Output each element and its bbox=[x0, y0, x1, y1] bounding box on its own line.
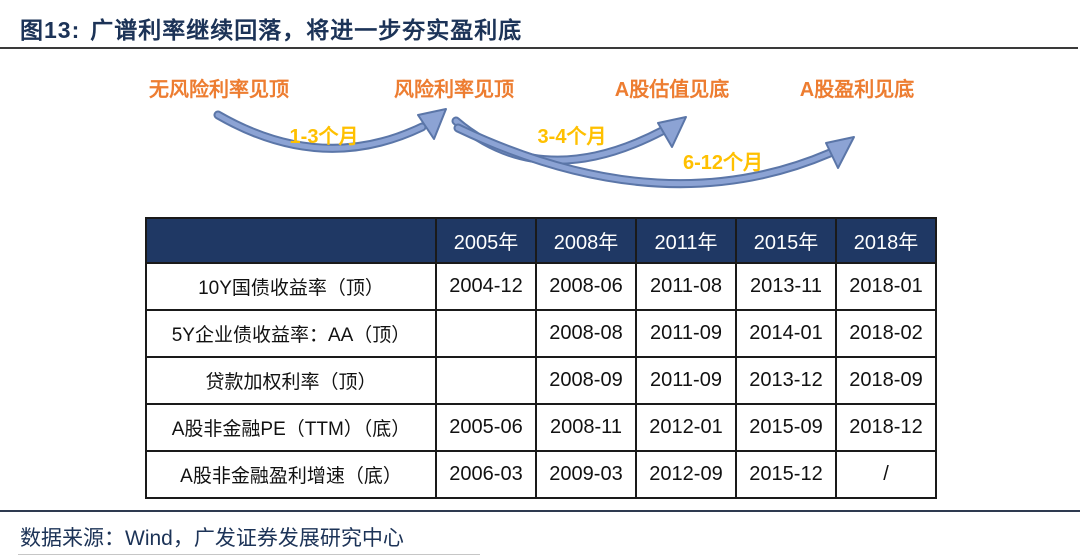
row-label: 10Y国债收益率（顶） bbox=[145, 262, 437, 311]
table-row: A股非金融PE（TTM）（底） 2005-06 2008-11 2012-01 … bbox=[145, 403, 937, 452]
footer-divider bbox=[0, 510, 1080, 512]
table-row: A股非金融盈利增速（底） 2006-03 2009-03 2012-09 201… bbox=[145, 450, 937, 499]
figure-title: 图13: 广谱利率继续回落，将进一步夯实盈利底 bbox=[20, 11, 522, 45]
column-header: 2011年 bbox=[635, 217, 737, 264]
stage-label-risk-rate-peak: 风险利率见顶 bbox=[394, 79, 514, 101]
table-cell: 2014-01 bbox=[735, 309, 837, 358]
table-cell: 2008-09 bbox=[535, 356, 637, 405]
stage-label-riskfree-rate-peak: 无风险利率见顶 bbox=[149, 79, 289, 101]
table-cell: 2018-02 bbox=[835, 309, 937, 358]
table-cell: 2011-08 bbox=[635, 262, 737, 311]
data-table: 2005年 2008年 2011年 2015年 2018年 10Y国债收益率（顶… bbox=[145, 217, 937, 499]
row-label: 贷款加权利率（顶） bbox=[145, 356, 437, 405]
column-header: 2018年 bbox=[835, 217, 937, 264]
row-label: A股非金融PE（TTM）（底） bbox=[145, 403, 437, 452]
table-cell: 2008-11 bbox=[535, 403, 637, 452]
figure-number: 图13: bbox=[20, 17, 81, 43]
table-cell: 2006-03 bbox=[435, 450, 537, 499]
table-cell: 2011-09 bbox=[635, 309, 737, 358]
table-cell: 2018-01 bbox=[835, 262, 937, 311]
curved-arrow-3 bbox=[453, 123, 855, 189]
table-cell bbox=[435, 356, 537, 405]
figure-title-text: 广谱利率继续回落，将进一步夯实盈利底 bbox=[90, 17, 523, 43]
flow-arrows bbox=[213, 108, 855, 189]
table-cell: / bbox=[835, 450, 937, 499]
table-cell: 2015-09 bbox=[735, 403, 837, 452]
table-corner-cell bbox=[145, 217, 437, 264]
curved-arrow-1 bbox=[213, 108, 447, 153]
footer-faint-underline bbox=[18, 554, 480, 555]
duration-label-6-12-months: 6-12个月 bbox=[682, 152, 764, 174]
table-cell: 2004-12 bbox=[435, 262, 537, 311]
duration-label-3-4-months: 3-4个月 bbox=[537, 126, 607, 148]
table-cell: 2009-03 bbox=[535, 450, 637, 499]
stage-label-earnings-bottom: A股盈利见底 bbox=[799, 79, 915, 101]
table-cell: 2008-06 bbox=[535, 262, 637, 311]
column-header: 2005年 bbox=[435, 217, 537, 264]
table-cell: 2005-06 bbox=[435, 403, 537, 452]
data-source: 数据来源：Wind，广发证券发展研究中心 bbox=[20, 527, 404, 550]
table-cell: 2012-01 bbox=[635, 403, 737, 452]
table-cell: 2011-09 bbox=[635, 356, 737, 405]
table-cell: 2013-12 bbox=[735, 356, 837, 405]
title-divider bbox=[0, 47, 1078, 49]
table-row: 10Y国债收益率（顶） 2004-12 2008-06 2011-08 2013… bbox=[145, 262, 937, 311]
table-cell: 2008-08 bbox=[535, 309, 637, 358]
column-header: 2008年 bbox=[535, 217, 637, 264]
column-header: 2015年 bbox=[735, 217, 837, 264]
table-cell: 2018-09 bbox=[835, 356, 937, 405]
table-cell: 2013-11 bbox=[735, 262, 837, 311]
table-cell: 2012-09 bbox=[635, 450, 737, 499]
row-label: 5Y企业债收益率：AA（顶） bbox=[145, 309, 437, 358]
table-header-row: 2005年 2008年 2011年 2015年 2018年 bbox=[145, 217, 937, 264]
table-cell bbox=[435, 309, 537, 358]
table-row: 贷款加权利率（顶） 2008-09 2011-09 2013-12 2018-0… bbox=[145, 356, 937, 405]
row-label: A股非金融盈利增速（底） bbox=[145, 450, 437, 499]
table-cell: 2018-12 bbox=[835, 403, 937, 452]
stage-label-valuation-bottom: A股估值见底 bbox=[614, 79, 730, 101]
table-cell: 2015-12 bbox=[735, 450, 837, 499]
table-row: 5Y企业债收益率：AA（顶） 2008-08 2011-09 2014-01 2… bbox=[145, 309, 937, 358]
duration-label-1-3-months: 1-3个月 bbox=[289, 126, 359, 148]
